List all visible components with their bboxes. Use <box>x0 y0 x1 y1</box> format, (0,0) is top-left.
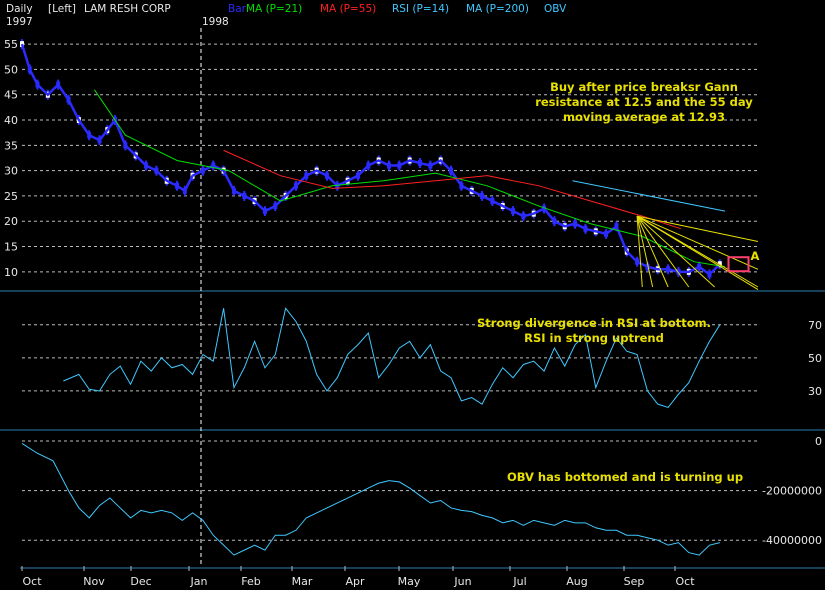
start-year-label: 1997 <box>6 16 33 28</box>
y-tick-label: 40 <box>4 114 18 127</box>
x-axis-months: Oct Nov Dec Jan Feb Mar Apr May Jun Jul Aug Sep Oct <box>21 566 695 588</box>
side-label: [Left] <box>48 3 76 15</box>
x-tick-label: Apr <box>345 575 365 588</box>
signal-marker-label: A <box>751 249 760 263</box>
y-tick-label: 55 <box>4 38 18 51</box>
series-ma-p-55 <box>223 149 682 230</box>
y-tick-label: 30 <box>808 385 822 398</box>
panel-rsi: 30 50 70 Strong divergence in RSI at bottom… <box>22 307 822 409</box>
y-tick-label: 45 <box>4 89 18 102</box>
gann-fan-line <box>636 215 759 288</box>
chart-annotation: RSI in strong uptrend <box>524 331 664 345</box>
chart-annotation: resistance at 12.5 and the 55 day <box>535 95 753 109</box>
chart-panels: 10 15 20 25 30 35 40 45 50 55 A Buy after price bre… <box>0 28 825 588</box>
series-ma-p-21 <box>93 89 726 268</box>
y-tick-label: 35 <box>4 139 18 152</box>
panel-obv: 0 -20000000 -40000000 OBV has bottomed and … <box>21 435 822 556</box>
x-tick-label: Jun <box>453 575 471 588</box>
legend-item-ma-p-21: MA (P=21) <box>246 3 302 15</box>
series-obv <box>21 443 720 556</box>
period-label: Daily <box>6 3 33 15</box>
y-tick-label: 0 <box>815 435 822 448</box>
y-tick-label: 25 <box>4 190 18 203</box>
legend: Bar MA (P=21) MA (P=55) RSI (P=14) MA (P=200… <box>228 3 567 15</box>
y-tick-label: 50 <box>4 63 18 76</box>
series-ma-p-55-line <box>223 149 682 230</box>
y-tick-label: 10 <box>4 266 18 279</box>
y-tick-label: 70 <box>808 319 822 332</box>
series-rsi-p-14 <box>63 307 721 409</box>
y-tick-label: 15 <box>4 241 18 254</box>
legend-item-ma-p-55: MA (P=55) <box>320 3 376 15</box>
series-rsi-p-14-line <box>63 307 721 409</box>
legend-item-bar: Bar <box>228 3 247 15</box>
security-name: LAM RESH CORP <box>84 3 171 15</box>
price-path <box>20 43 721 276</box>
x-tick-label: Oct <box>675 575 695 588</box>
x-tick-label: Dec <box>130 575 151 588</box>
x-tick-label: Jan <box>190 575 208 588</box>
gann-fan-line <box>636 215 690 288</box>
x-tick-label: Aug <box>566 575 587 588</box>
y-tick-label: -20000000 <box>762 485 822 498</box>
series-bar <box>20 39 722 280</box>
y-tick-label: -40000000 <box>762 534 822 547</box>
gann-fan-line <box>636 215 759 270</box>
y-tick-label: 20 <box>4 215 18 228</box>
signal-marker-box <box>727 256 750 273</box>
chart-annotation: Buy after price breaksr Gann <box>550 80 738 94</box>
chart-annotation: Strong divergence in RSI at bottom. <box>477 316 711 330</box>
series-ma-p-21-line <box>93 89 726 268</box>
panel-price: 10 15 20 25 30 35 40 45 50 55 A Buy after price bre… <box>4 38 760 290</box>
x-tick-label: May <box>398 575 421 588</box>
x-tick-label: Nov <box>83 575 105 588</box>
y-tick-label: 50 <box>808 352 822 365</box>
chart-header: Daily [Left] LAM RESH CORP 1997 1998 <box>6 3 229 28</box>
x-tick-label: Sep <box>624 575 645 588</box>
legend-item-obv: OBV <box>544 3 567 15</box>
y-tick-label: 30 <box>4 165 18 178</box>
mid-year-label: 1998 <box>202 16 229 28</box>
chart-annotation: OBV has bottomed and is turning up <box>507 470 743 484</box>
series-obv-line <box>21 443 720 556</box>
legend-item-rsi-p-14: RSI (P=14) <box>392 3 449 15</box>
gann-fan-line <box>637 215 759 242</box>
series-ma-p-200 <box>572 180 726 212</box>
chart-annotation: moving average at 12.93 <box>563 110 725 124</box>
gann-fan-line <box>636 216 654 288</box>
gann-fan-line <box>636 215 669 288</box>
gann-fan <box>636 215 759 290</box>
legend-item-ma-p-200: MA (P=200) <box>466 3 529 15</box>
x-tick-label: Jul <box>512 575 526 588</box>
series-ma-p-200-line <box>572 180 726 212</box>
x-tick-label: Oct <box>22 575 42 588</box>
x-tick-label: Mar <box>292 575 313 588</box>
gann-fan-line <box>636 216 643 288</box>
x-tick-label: Feb <box>241 575 260 588</box>
gann-fan-line <box>636 215 715 288</box>
